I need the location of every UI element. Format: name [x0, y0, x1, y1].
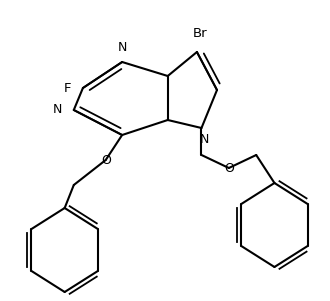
- Text: N: N: [52, 104, 62, 116]
- Text: O: O: [101, 154, 111, 166]
- Text: O: O: [224, 162, 234, 175]
- Text: N: N: [200, 132, 209, 145]
- Text: N: N: [117, 42, 127, 54]
- Text: F: F: [63, 82, 71, 95]
- Text: Br: Br: [193, 27, 207, 40]
